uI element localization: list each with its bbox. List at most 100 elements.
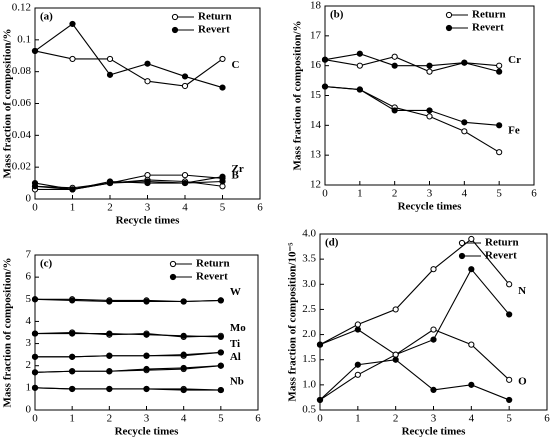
point: [430, 336, 437, 343]
point: [219, 55, 226, 63]
series-line: [34, 298, 221, 303]
point: [143, 352, 150, 359]
point: [69, 353, 76, 360]
point: [219, 178, 226, 185]
y-tick-label: 0.04: [12, 129, 32, 141]
point: [69, 368, 76, 375]
point: [321, 56, 329, 63]
point: [106, 352, 113, 359]
x-tick-label: 6: [255, 413, 261, 425]
x-tick-label: 4: [181, 413, 187, 425]
point: [430, 266, 437, 273]
point: [106, 368, 113, 375]
x-tick-label: 3: [427, 188, 433, 200]
series-line: [34, 180, 223, 191]
x-tick-label: 5: [220, 202, 226, 214]
point: [392, 306, 399, 313]
point: [354, 321, 361, 328]
point: [426, 68, 433, 75]
point: [180, 386, 187, 394]
series-line: [35, 333, 221, 338]
x-tick-label: 1: [357, 188, 363, 200]
panel: 0 1 2 3 4 5 6 0.5 1.0 1.5 2.0 2.5 3.0 3.5 4.0 Recycle t…: [287, 228, 551, 437]
panel-label: (c): [40, 258, 53, 270]
series-line: [34, 50, 223, 87]
y-axis-label: Mass fraction of composition/%: [2, 28, 14, 178]
point: [144, 78, 151, 85]
y-tick-label: 2: [26, 359, 32, 371]
series-line: [324, 86, 500, 153]
point: [143, 298, 150, 305]
legend-label: Revert: [198, 24, 230, 36]
y-tick-label: 0: [26, 404, 32, 416]
point: [461, 119, 468, 126]
x-tick-label: 6: [257, 202, 263, 214]
group-label: O: [518, 375, 527, 387]
series-line: [319, 238, 510, 346]
point: [180, 351, 187, 358]
point: [217, 386, 224, 394]
series-line: [319, 268, 510, 356]
plot-frame: [34, 7, 261, 200]
series-line: [324, 53, 500, 73]
point: [392, 351, 399, 358]
y-tick-label: 7: [26, 249, 32, 261]
point: [461, 59, 468, 66]
x-tick-label: 5: [506, 413, 512, 425]
legend-marker: [458, 252, 466, 260]
series-line: [35, 351, 221, 358]
y-tick-label: 5: [26, 293, 32, 305]
y-tick-label: 12: [310, 179, 321, 191]
x-tick-label: 0: [32, 413, 38, 425]
y-tick-label: 4: [26, 315, 32, 327]
point: [468, 341, 475, 348]
point: [430, 386, 437, 393]
legend-label: Revert: [196, 271, 228, 283]
y-tick-label: 3.0: [302, 278, 316, 290]
point: [31, 369, 39, 376]
point: [356, 50, 363, 57]
point: [69, 385, 76, 393]
point: [31, 353, 39, 360]
x-tick-label: 2: [107, 202, 113, 214]
point: [496, 62, 503, 69]
legend-label: Revert: [472, 22, 504, 34]
x-axis-label: Recycle times: [116, 215, 181, 227]
series-line: [34, 174, 223, 189]
legend-label: Return: [198, 11, 232, 23]
point: [106, 55, 114, 63]
point: [430, 326, 437, 333]
point: [181, 172, 189, 179]
series-line: [34, 365, 221, 373]
point: [217, 349, 224, 356]
group-label: C: [232, 59, 240, 71]
legend-label: Return: [196, 258, 230, 270]
x-tick-label: 4: [469, 413, 475, 425]
x-tick-label: 3: [145, 202, 151, 214]
x-tick-label: 2: [107, 413, 113, 425]
point: [181, 82, 189, 90]
point: [506, 376, 513, 383]
x-tick-label: 1: [355, 413, 361, 425]
point: [316, 396, 324, 404]
y-tick-label: 14: [310, 119, 322, 131]
x-tick-label: 4: [182, 202, 188, 214]
legend-label: Return: [472, 9, 506, 21]
y-tick-label: 17: [310, 29, 322, 41]
point: [506, 281, 513, 288]
point: [506, 311, 513, 318]
point: [468, 266, 475, 273]
x-tick-label: 0: [317, 413, 323, 425]
point: [321, 83, 329, 90]
y-tick-label: 4.0: [302, 228, 316, 240]
point: [461, 128, 468, 135]
y-tick-label: 3: [26, 337, 32, 349]
point: [31, 296, 39, 303]
group-label: W: [230, 286, 241, 298]
point: [180, 298, 187, 305]
x-tick-label: 3: [144, 413, 150, 425]
panel: 0 1 2 3 4 5 6 0 1 2 3 4 5 6 7 Recycle times Mass fractio…: [2, 249, 262, 437]
legend-marker: [445, 24, 453, 32]
x-tick-label: 1: [69, 413, 75, 425]
y-axis-label: Mass fraction of composition/%: [292, 20, 304, 170]
